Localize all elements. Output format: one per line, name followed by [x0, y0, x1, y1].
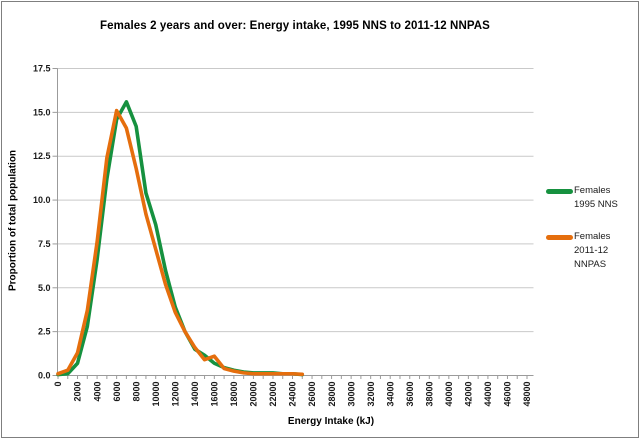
- x-tick-label: 14000: [190, 382, 200, 407]
- x-tick-label: 6000: [112, 382, 122, 402]
- x-tick-label: 44000: [483, 382, 493, 407]
- legend-label-1995-nns: Females 1995 NNS: [574, 185, 618, 210]
- x-tick-label: 4000: [92, 382, 102, 402]
- y-tick-label: 15.0: [33, 107, 51, 117]
- x-tick-label: 28000: [327, 382, 337, 407]
- x-tick-label: 34000: [385, 382, 395, 407]
- x-tick-label: 8000: [131, 382, 141, 402]
- x-tick-label: 2000: [73, 382, 83, 402]
- y-tick-label: 2.5: [38, 327, 51, 337]
- x-tick-label: 12000: [170, 382, 180, 407]
- x-tick-label: 40000: [444, 382, 454, 407]
- x-tick-label: 42000: [464, 382, 474, 407]
- x-tick-label: 48000: [522, 382, 532, 407]
- legend-item-females-2011-12-nnpas: Females 2011-12 NNPAS: [546, 230, 638, 272]
- chart-title: Females 2 years and over: Energy intake,…: [100, 20, 490, 32]
- series-line-females-1995-nns: [56, 100, 305, 377]
- x-axis-title: Energy Intake (kJ): [287, 416, 375, 427]
- y-tick-label: 12.5: [33, 151, 51, 161]
- x-tick-label: 38000: [424, 382, 434, 407]
- x-tick-label: 18000: [229, 382, 239, 407]
- series-line-females-2011-12-nnpas: [56, 108, 305, 377]
- x-tick-label: 32000: [366, 382, 376, 407]
- legend-item-females-1995-nns: Females 1995 NNS: [546, 184, 638, 212]
- y-tick-label: 17.5: [33, 64, 51, 74]
- x-tick-label: 22000: [268, 382, 278, 407]
- x-tick-label: 0: [53, 382, 63, 387]
- x-tick-label: 26000: [307, 382, 317, 407]
- x-tick-label: 30000: [346, 382, 356, 407]
- legend-swatch-1995-nns-icon: [546, 189, 573, 194]
- x-tick-label: 16000: [210, 382, 220, 407]
- x-tick-label: 20000: [249, 382, 259, 407]
- legend: Females 1995 NNS Females 2011-12 NNPAS: [546, 184, 638, 290]
- y-tick-label: 0.0: [38, 371, 51, 381]
- y-tick-label: 5.0: [38, 283, 51, 293]
- y-tick-label: 10.0: [33, 195, 51, 205]
- y-tick-label: 7.5: [38, 239, 51, 249]
- legend-swatch-2011-12-nnpas-icon: [546, 235, 573, 240]
- x-tick-label: 46000: [503, 382, 513, 407]
- legend-label-2011-12-nnpas: Females 2011-12 NNPAS: [574, 231, 611, 270]
- x-tick-label: 10000: [151, 382, 161, 407]
- x-tick-label: 24000: [288, 382, 298, 407]
- x-tick-label: 36000: [405, 382, 415, 407]
